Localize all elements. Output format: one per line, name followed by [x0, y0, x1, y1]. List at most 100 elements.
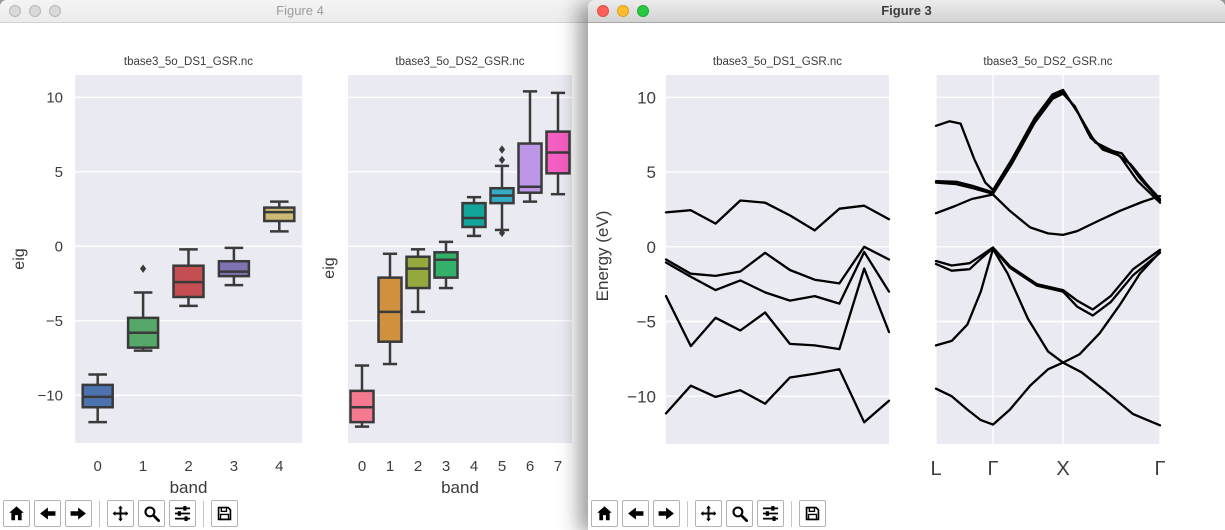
ytick-label: 0 — [55, 239, 63, 256]
forward-icon — [70, 507, 86, 520]
band-line — [934, 361, 1162, 427]
save-icon — [217, 506, 232, 521]
band-line — [664, 245, 891, 285]
xtick-label: 2 — [184, 458, 192, 475]
band-line — [664, 368, 891, 424]
ytick-label: 5 — [647, 163, 656, 182]
matplotlib-toolbar — [591, 500, 830, 527]
boxplot-box — [489, 145, 515, 238]
boxplot-box — [377, 252, 403, 366]
minimize-button[interactable] — [617, 5, 629, 17]
traffic-lights — [597, 5, 649, 17]
pan-button[interactable] — [107, 500, 134, 527]
home-button[interactable] — [591, 500, 618, 527]
ytick-label: −10 — [627, 387, 656, 406]
back-button[interactable] — [34, 500, 61, 527]
band-line — [934, 247, 1162, 364]
pan-icon — [112, 505, 129, 522]
ytick-label: −10 — [38, 388, 63, 405]
zoom-button[interactable] — [138, 500, 165, 527]
configure-button[interactable] — [169, 500, 196, 527]
configure-button[interactable] — [757, 500, 784, 527]
boxplot-box — [81, 373, 114, 424]
kpoint-label: X — [1056, 458, 1069, 480]
pan-button[interactable] — [695, 500, 722, 527]
home-icon — [9, 506, 24, 521]
toolbar-separator — [687, 500, 688, 527]
kpoint-label: Γ — [1154, 458, 1165, 480]
maximize-button[interactable] — [49, 5, 61, 17]
forward-button[interactable] — [65, 500, 92, 527]
xtick-label: 4 — [470, 458, 478, 475]
xtick-label: 3 — [230, 458, 238, 475]
pan-icon — [700, 505, 717, 522]
band-line — [934, 193, 1162, 237]
boxplot-box — [126, 264, 160, 352]
configure-icon — [174, 506, 191, 521]
window-title: Figure 3 — [881, 3, 932, 18]
boxplot-box — [461, 195, 487, 238]
ytick-label: 10 — [637, 89, 656, 108]
zoom-button[interactable] — [726, 500, 753, 527]
minimize-button[interactable] — [29, 5, 41, 17]
zoom-icon — [732, 506, 748, 522]
ytick-label: −5 — [637, 313, 656, 332]
xtick-label: 0 — [94, 458, 102, 475]
xlabel: band — [170, 478, 208, 497]
save-icon — [805, 506, 820, 521]
xtick-label: 0 — [358, 458, 366, 475]
boxplot-box — [263, 200, 296, 233]
xtick-label: 4 — [275, 458, 283, 475]
box-rect — [263, 206, 296, 223]
configure-icon — [762, 506, 779, 521]
forward-button[interactable] — [653, 500, 680, 527]
band-line — [934, 88, 1162, 201]
boxplot-box — [349, 364, 375, 428]
save-button[interactable] — [211, 500, 238, 527]
box-rect — [517, 142, 543, 194]
subplot-title: tbase3_5o_DS1_GSR.nc — [124, 56, 253, 68]
plot-background — [666, 75, 889, 444]
xtick-label: 3 — [442, 458, 450, 475]
band-line — [664, 267, 891, 351]
toolbar-separator — [791, 500, 792, 527]
close-button[interactable] — [9, 5, 21, 17]
figure3-canvas: tbase3_5o_DS1_GSR.nc 10 5 0 −5 −10 Energy (eV)… — [593, 56, 1166, 480]
window-figure4: Figure 4 tbase3_5o_DS1_GSR.nc 10 5 0 −5 −10 ei… — [0, 0, 600, 530]
ylabel: Energy (eV) — [593, 211, 612, 302]
matplotlib-toolbar — [3, 500, 242, 527]
outlier-marker — [498, 228, 506, 238]
boxplot-box — [517, 90, 543, 203]
box-rect — [377, 276, 403, 343]
outlier-marker — [498, 155, 506, 165]
back-button[interactable] — [622, 500, 649, 527]
plot-background — [348, 75, 572, 443]
band-line — [934, 247, 1162, 317]
box-rect — [433, 251, 459, 279]
window-title: Figure 4 — [276, 3, 324, 18]
ytick-label: −5 — [46, 313, 63, 330]
xtick-label: 5 — [498, 458, 506, 475]
toolbar-separator — [203, 500, 204, 527]
save-button[interactable] — [799, 500, 826, 527]
titlebar-figure4[interactable]: Figure 4 — [0, 0, 600, 23]
boxplot-box — [217, 246, 251, 287]
home-button[interactable] — [3, 500, 30, 527]
kpoint-label: L — [930, 458, 941, 480]
back-icon — [628, 507, 644, 520]
outlier-marker — [140, 264, 147, 273]
ylabel: eig — [321, 257, 338, 278]
traffic-lights — [9, 5, 61, 17]
subplot-title: tbase3_5o_DS2_GSR.nc — [983, 56, 1112, 68]
boxplot-box — [405, 248, 431, 314]
band-line — [934, 246, 1162, 311]
close-button[interactable] — [597, 5, 609, 17]
ytick-label: 5 — [55, 164, 63, 181]
maximize-button[interactable] — [637, 5, 649, 17]
titlebar-figure3[interactable]: Figure 3 — [588, 0, 1225, 23]
boxplot-box — [433, 240, 459, 290]
window-figure3: Figure 3 tbase3_5o_DS1_GSR.nc 10 5 0 −5 −10 En… — [588, 0, 1225, 530]
xtick-label: 2 — [414, 458, 422, 475]
